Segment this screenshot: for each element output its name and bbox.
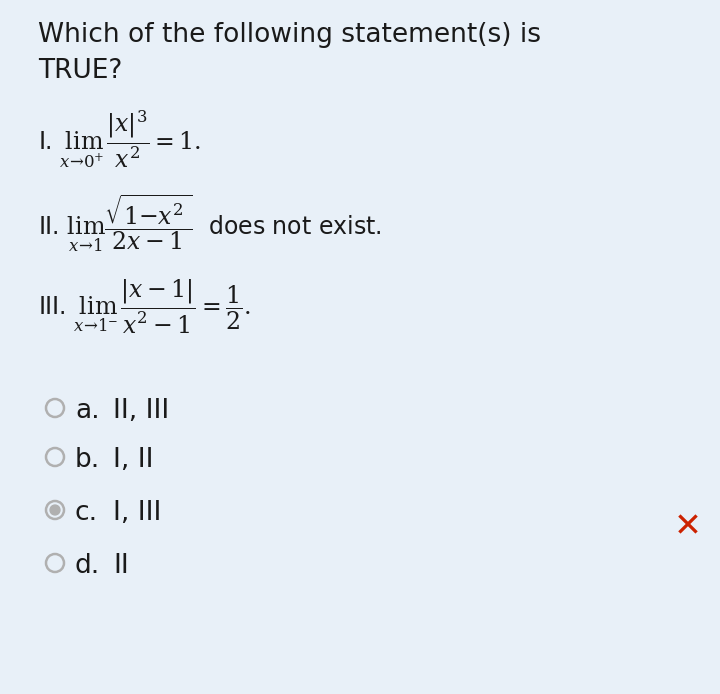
Circle shape	[46, 448, 64, 466]
Text: ✕: ✕	[674, 510, 702, 543]
Text: II, III: II, III	[113, 398, 169, 424]
Text: I. $\lim_{x \to 0^+} \dfrac{|x|^3}{x^2} = 1.$: I. $\lim_{x \to 0^+} \dfrac{|x|^3}{x^2} …	[38, 108, 202, 170]
Text: III. $\lim_{x \to 1^-} \dfrac{|x-1|}{x^2-1} = \dfrac{1}{2}.$: III. $\lim_{x \to 1^-} \dfrac{|x-1|}{x^2…	[38, 278, 251, 336]
Text: c.: c.	[75, 500, 98, 526]
Text: I, III: I, III	[113, 500, 161, 526]
Text: b.: b.	[75, 447, 100, 473]
Text: II: II	[113, 553, 129, 579]
Text: II. $\lim_{x \to 1} \dfrac{\sqrt{1-x^2}}{2x-1}$  does not exist.: II. $\lim_{x \to 1} \dfrac{\sqrt{1-x^2}}…	[38, 192, 382, 254]
Text: TRUE?: TRUE?	[38, 58, 122, 84]
Circle shape	[46, 554, 64, 572]
Text: Which of the following statement(s) is: Which of the following statement(s) is	[38, 22, 541, 48]
Circle shape	[50, 505, 60, 515]
Circle shape	[46, 399, 64, 417]
Circle shape	[46, 501, 64, 519]
Text: I, II: I, II	[113, 447, 153, 473]
Text: a.: a.	[75, 398, 99, 424]
Text: d.: d.	[75, 553, 100, 579]
